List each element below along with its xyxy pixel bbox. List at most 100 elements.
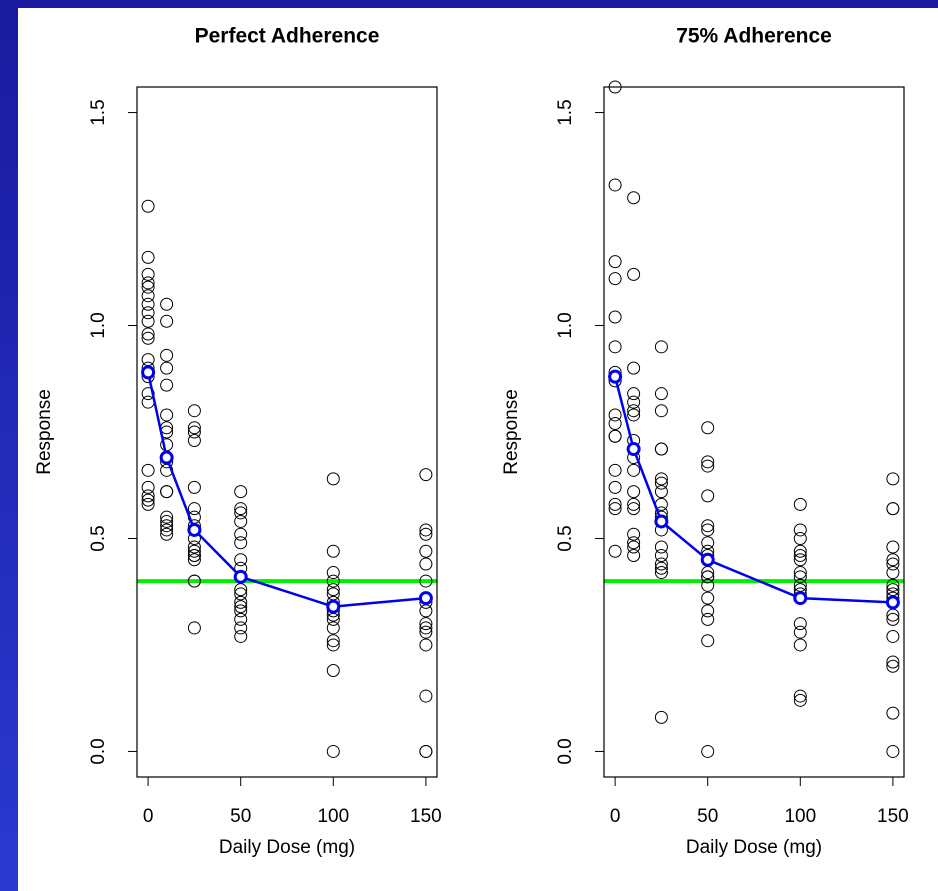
- data-point: [326, 566, 340, 580]
- data-point: [608, 544, 622, 558]
- data-point: [793, 570, 807, 584]
- data-point: [627, 395, 641, 409]
- data-point: [141, 289, 155, 303]
- plot-background: [18, 8, 938, 891]
- data-point: [187, 553, 201, 567]
- data-point: [608, 416, 622, 430]
- data-point: [793, 544, 807, 558]
- data-point: [654, 557, 668, 571]
- data-point: [419, 625, 433, 639]
- chart-title: 75% Adherence: [676, 25, 832, 48]
- data-point: [234, 485, 248, 499]
- mean-marker: [418, 591, 433, 606]
- data-point: [141, 250, 155, 264]
- data-point: [160, 297, 174, 311]
- data-point: [701, 455, 715, 469]
- data-point: [701, 612, 715, 626]
- data-point: [627, 540, 641, 554]
- x-tick-label: 0: [610, 806, 621, 827]
- data-point: [141, 267, 155, 281]
- data-point: [654, 566, 668, 580]
- y-axis-label: Response: [34, 389, 55, 475]
- y-tick-label: 1.0: [555, 312, 576, 338]
- x-tick-label: 0: [143, 806, 154, 827]
- data-point: [326, 544, 340, 558]
- data-point: [886, 629, 900, 643]
- data-point: [886, 659, 900, 673]
- x-tick-label: 50: [230, 806, 251, 827]
- data-point: [627, 549, 641, 563]
- data-point: [419, 527, 433, 541]
- data-point: [187, 549, 201, 563]
- data-point: [654, 404, 668, 418]
- data-point: [701, 591, 715, 605]
- data-point: [701, 489, 715, 503]
- data-point: [701, 570, 715, 584]
- data-point: [627, 267, 641, 281]
- data-point: [886, 706, 900, 720]
- data-point: [886, 472, 900, 486]
- data-point: [160, 314, 174, 328]
- data-point: [608, 310, 622, 324]
- data-point: [627, 527, 641, 541]
- data-point: [608, 463, 622, 477]
- y-tick-label: 1.5: [555, 99, 576, 125]
- data-point: [187, 434, 201, 448]
- data-point: [160, 519, 174, 533]
- data-point: [160, 510, 174, 524]
- data-point: [701, 523, 715, 537]
- data-point: [627, 463, 641, 477]
- data-point: [160, 378, 174, 392]
- data-point: [187, 574, 201, 588]
- y-axis-label: Response: [501, 389, 522, 475]
- mean-marker: [233, 569, 248, 584]
- data-point: [627, 387, 641, 401]
- data-point: [701, 421, 715, 435]
- data-point: [419, 638, 433, 652]
- data-point: [141, 331, 155, 345]
- data-point: [627, 485, 641, 499]
- data-point: [326, 638, 340, 652]
- data-point: [187, 480, 201, 494]
- data-point: [654, 485, 668, 499]
- data-point: [654, 476, 668, 490]
- y-tick-label: 0.5: [555, 525, 576, 551]
- data-point: [701, 604, 715, 618]
- data-point: [793, 523, 807, 537]
- data-point: [608, 480, 622, 494]
- data-point: [187, 421, 201, 435]
- data-point: [654, 710, 668, 724]
- data-point: [701, 578, 715, 592]
- data-point: [187, 404, 201, 418]
- plot-frame: [603, 86, 905, 778]
- data-point: [608, 255, 622, 269]
- data-point: [141, 489, 155, 503]
- data-point: [234, 514, 248, 528]
- data-point: [326, 744, 340, 758]
- data-point: [793, 497, 807, 511]
- data-point: [608, 408, 622, 422]
- data-point: [326, 574, 340, 588]
- y-tick-label: 0.0: [88, 738, 109, 764]
- mean-marker: [793, 591, 808, 606]
- data-point: [234, 612, 248, 626]
- y-tick-label: 1.0: [88, 312, 109, 338]
- data-point: [234, 527, 248, 541]
- data-point: [793, 689, 807, 703]
- x-tick-label: 150: [410, 806, 442, 827]
- data-point: [141, 276, 155, 290]
- y-tick-label: 1.5: [88, 99, 109, 125]
- data-point: [608, 429, 622, 443]
- mean-line: [146, 372, 427, 608]
- data-point: [160, 408, 174, 422]
- data-point: [654, 442, 668, 456]
- data-point: [793, 638, 807, 652]
- data-point: [886, 502, 900, 516]
- data-point: [886, 566, 900, 580]
- mean-marker: [608, 369, 623, 384]
- data-point: [627, 404, 641, 418]
- data-point: [608, 178, 622, 192]
- data-point: [187, 544, 201, 558]
- mean-marker: [700, 552, 715, 567]
- mean-line: [613, 376, 893, 604]
